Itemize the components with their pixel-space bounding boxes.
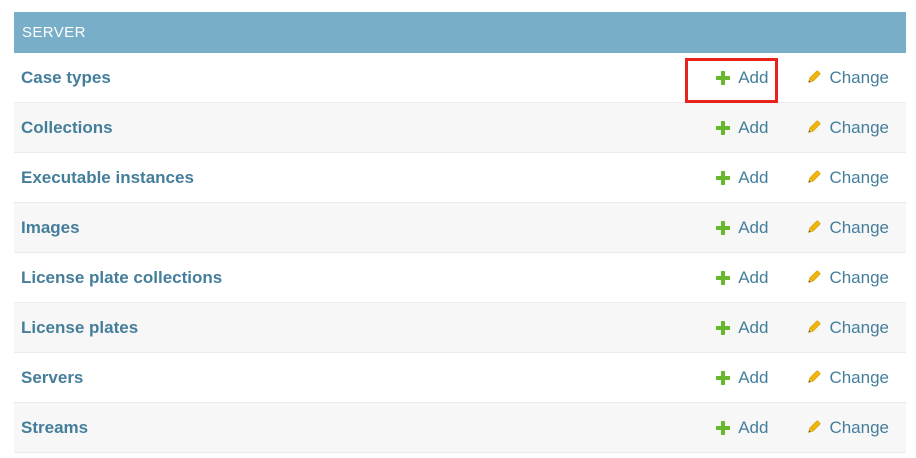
row-actions: Add Change (715, 419, 906, 436)
change-link-executable-instances[interactable]: Change (805, 169, 889, 186)
change-label: Change (829, 318, 889, 337)
change-link-license-plate-collections[interactable]: Change (805, 269, 889, 286)
model-link-streams[interactable]: Streams (21, 417, 89, 437)
row-actions: Add Change (715, 369, 906, 386)
add-label: Add (738, 218, 769, 237)
table-row-collections: Collections Add Change (14, 103, 906, 153)
change-link-streams[interactable]: Change (805, 419, 889, 436)
pencil-icon (805, 119, 822, 136)
app-title: SERVER (22, 24, 86, 41)
row-actions: Add Change (715, 169, 906, 186)
plus-icon (715, 370, 731, 386)
add-label: Add (738, 318, 769, 337)
add-link-streams[interactable]: Add (715, 419, 768, 436)
table-row-servers: Servers Add Change (14, 353, 906, 403)
model-link-executable-instances[interactable]: Executable instances (21, 167, 194, 187)
plus-icon (715, 270, 731, 286)
change-link-images[interactable]: Change (805, 219, 889, 236)
change-link-servers[interactable]: Change (805, 369, 889, 386)
plus-icon (715, 120, 731, 136)
change-label: Change (829, 168, 889, 187)
add-link-license-plate-collections[interactable]: Add (715, 269, 768, 286)
plus-icon (715, 220, 731, 236)
change-label: Change (829, 218, 889, 237)
add-label: Add (738, 268, 769, 287)
add-link-collections[interactable]: Add (715, 119, 768, 136)
row-actions: Add Change (715, 269, 906, 286)
model-link-images[interactable]: Images (21, 217, 80, 237)
table-row-executable-instances: Executable instances Add Change (14, 153, 906, 203)
change-label: Change (829, 118, 889, 137)
table-row-license-plates: License plates Add Change (14, 303, 906, 353)
add-label: Add (738, 68, 769, 87)
add-link-case-types[interactable]: Add (715, 69, 768, 86)
table-row-case-types: Case types Add Change (14, 53, 906, 103)
add-label: Add (738, 368, 769, 387)
change-link-collections[interactable]: Change (805, 119, 889, 136)
model-link-servers[interactable]: Servers (21, 367, 84, 387)
pencil-icon (805, 219, 822, 236)
add-link-images[interactable]: Add (715, 219, 768, 236)
add-label: Add (738, 418, 769, 437)
table-row-license-plate-collections: License plate collections Add Change (14, 253, 906, 303)
plus-icon (715, 420, 731, 436)
table-row-images: Images Add Change (14, 203, 906, 253)
pencil-icon (805, 319, 822, 336)
pencil-icon (805, 69, 822, 86)
pencil-icon (805, 419, 822, 436)
add-link-license-plates[interactable]: Add (715, 319, 768, 336)
change-label: Change (829, 418, 889, 437)
row-actions: Add Change (715, 119, 906, 136)
row-actions: Add Change (715, 319, 906, 336)
change-label: Change (829, 68, 889, 87)
pencil-icon (805, 369, 822, 386)
change-label: Change (829, 268, 889, 287)
table-row-streams: Streams Add Change (14, 403, 906, 453)
plus-icon (715, 70, 731, 86)
model-link-case-types[interactable]: Case types (21, 67, 111, 87)
change-link-license-plates[interactable]: Change (805, 319, 889, 336)
model-link-license-plate-collections[interactable]: License plate collections (21, 267, 223, 287)
app-header[interactable]: SERVER (14, 12, 906, 53)
model-link-license-plates[interactable]: License plates (21, 317, 139, 337)
app-panel-server: SERVER Case types Add Change Collections (14, 12, 906, 453)
add-label: Add (738, 168, 769, 187)
row-actions: Add Change (715, 219, 906, 236)
add-link-servers[interactable]: Add (715, 369, 768, 386)
pencil-icon (805, 269, 822, 286)
add-link-executable-instances[interactable]: Add (715, 169, 768, 186)
row-actions: Add Change (715, 69, 906, 86)
pencil-icon (805, 169, 822, 186)
change-link-case-types[interactable]: Change (805, 69, 889, 86)
plus-icon (715, 320, 731, 336)
add-label: Add (738, 118, 769, 137)
plus-icon (715, 170, 731, 186)
change-label: Change (829, 368, 889, 387)
model-link-collections[interactable]: Collections (21, 117, 113, 137)
